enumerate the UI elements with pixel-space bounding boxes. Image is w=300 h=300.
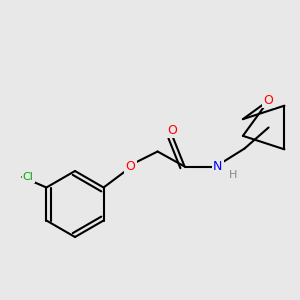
Text: Cl: Cl xyxy=(23,172,34,182)
Text: H: H xyxy=(228,170,237,181)
Text: N: N xyxy=(213,160,222,173)
Text: O: O xyxy=(264,94,274,107)
Text: O: O xyxy=(168,124,178,137)
Text: O: O xyxy=(126,160,136,173)
